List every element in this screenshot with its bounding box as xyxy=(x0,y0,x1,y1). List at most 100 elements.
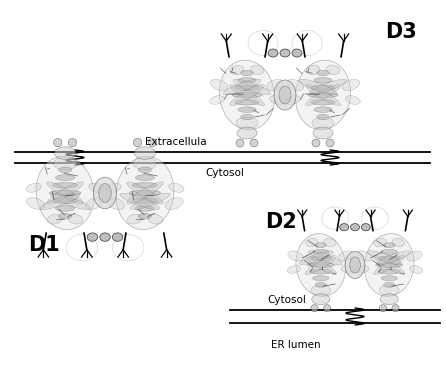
Ellipse shape xyxy=(311,285,330,296)
Circle shape xyxy=(236,139,244,147)
Ellipse shape xyxy=(55,206,74,211)
Ellipse shape xyxy=(378,256,400,261)
Ellipse shape xyxy=(169,183,184,192)
Ellipse shape xyxy=(295,60,351,130)
Text: ER lumen: ER lumen xyxy=(271,340,321,350)
Ellipse shape xyxy=(296,234,346,296)
Circle shape xyxy=(323,305,330,312)
Ellipse shape xyxy=(308,251,342,265)
Ellipse shape xyxy=(47,182,83,204)
Ellipse shape xyxy=(313,249,329,254)
Ellipse shape xyxy=(241,70,253,76)
Ellipse shape xyxy=(287,266,301,273)
Ellipse shape xyxy=(50,193,90,210)
Ellipse shape xyxy=(338,251,354,261)
Ellipse shape xyxy=(373,255,405,274)
Ellipse shape xyxy=(309,79,347,95)
Ellipse shape xyxy=(317,114,329,120)
Ellipse shape xyxy=(58,213,72,219)
Ellipse shape xyxy=(53,182,78,188)
Ellipse shape xyxy=(148,214,163,224)
Ellipse shape xyxy=(380,294,398,305)
Circle shape xyxy=(68,138,77,147)
Ellipse shape xyxy=(317,70,329,76)
Ellipse shape xyxy=(315,282,326,287)
Circle shape xyxy=(148,138,157,147)
Ellipse shape xyxy=(40,193,80,210)
Ellipse shape xyxy=(310,269,332,274)
Ellipse shape xyxy=(378,269,400,274)
Ellipse shape xyxy=(312,294,330,305)
Ellipse shape xyxy=(323,238,336,247)
Ellipse shape xyxy=(130,193,170,210)
Ellipse shape xyxy=(376,263,403,268)
Ellipse shape xyxy=(361,223,370,231)
Text: Cytosol: Cytosol xyxy=(267,295,306,305)
Ellipse shape xyxy=(165,198,183,209)
Circle shape xyxy=(54,138,62,147)
Ellipse shape xyxy=(384,243,395,248)
Ellipse shape xyxy=(311,85,335,90)
Ellipse shape xyxy=(306,238,318,247)
Ellipse shape xyxy=(306,65,320,74)
Ellipse shape xyxy=(286,79,304,90)
Ellipse shape xyxy=(100,233,110,241)
Ellipse shape xyxy=(368,251,402,265)
Ellipse shape xyxy=(341,266,355,273)
Ellipse shape xyxy=(210,96,224,105)
Ellipse shape xyxy=(232,92,262,98)
Ellipse shape xyxy=(89,183,104,192)
Ellipse shape xyxy=(346,96,360,105)
Ellipse shape xyxy=(345,252,365,279)
Ellipse shape xyxy=(238,78,256,83)
Ellipse shape xyxy=(127,214,142,224)
Ellipse shape xyxy=(248,30,278,55)
Circle shape xyxy=(326,139,334,147)
Circle shape xyxy=(133,138,142,147)
Ellipse shape xyxy=(374,238,386,247)
Ellipse shape xyxy=(409,266,423,273)
Ellipse shape xyxy=(230,65,244,74)
Ellipse shape xyxy=(233,79,271,95)
Text: Extracellula: Extracellula xyxy=(145,137,206,147)
Ellipse shape xyxy=(361,207,388,230)
Ellipse shape xyxy=(138,213,151,219)
Circle shape xyxy=(392,305,399,312)
Ellipse shape xyxy=(381,276,397,281)
Ellipse shape xyxy=(350,257,360,273)
Ellipse shape xyxy=(112,233,123,241)
Ellipse shape xyxy=(314,107,332,112)
Ellipse shape xyxy=(53,198,78,204)
Ellipse shape xyxy=(384,282,395,287)
Ellipse shape xyxy=(120,193,159,210)
Ellipse shape xyxy=(135,175,154,180)
Ellipse shape xyxy=(315,243,326,248)
Text: Cytosol: Cytosol xyxy=(205,168,244,178)
Ellipse shape xyxy=(241,114,253,120)
Ellipse shape xyxy=(223,79,261,95)
Ellipse shape xyxy=(211,79,227,90)
Ellipse shape xyxy=(26,183,41,192)
Ellipse shape xyxy=(307,263,334,268)
Ellipse shape xyxy=(355,266,369,273)
Ellipse shape xyxy=(299,79,337,95)
Ellipse shape xyxy=(230,84,264,106)
Ellipse shape xyxy=(308,92,338,98)
Ellipse shape xyxy=(407,251,422,261)
Ellipse shape xyxy=(127,182,163,204)
Ellipse shape xyxy=(133,157,157,170)
Ellipse shape xyxy=(55,175,74,180)
Ellipse shape xyxy=(310,256,332,261)
Ellipse shape xyxy=(106,183,121,192)
Circle shape xyxy=(250,139,258,147)
Ellipse shape xyxy=(306,84,340,106)
Ellipse shape xyxy=(343,79,359,90)
Ellipse shape xyxy=(279,86,291,104)
Ellipse shape xyxy=(236,117,258,129)
Ellipse shape xyxy=(58,167,72,173)
Circle shape xyxy=(379,305,387,312)
Ellipse shape xyxy=(274,80,296,110)
Ellipse shape xyxy=(36,157,94,230)
Ellipse shape xyxy=(235,100,259,105)
Ellipse shape xyxy=(379,285,399,296)
